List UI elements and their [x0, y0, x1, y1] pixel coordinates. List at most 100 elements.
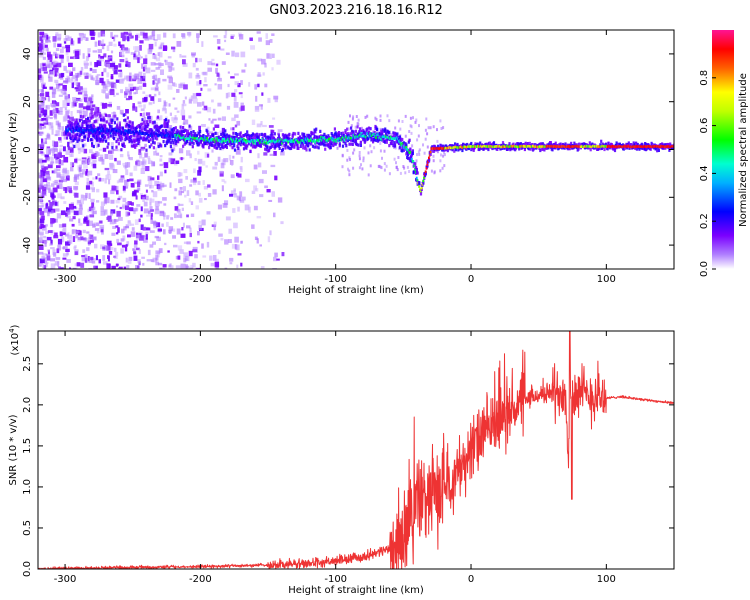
spectrogram-ridge-cell — [275, 140, 278, 144]
colorbar-ticks: 0.00.20.40.60.8 — [699, 70, 716, 277]
spectrogram-noise-cell — [168, 66, 172, 72]
spectrogram-noise-cell — [141, 63, 144, 69]
spectrogram-noise-cell — [213, 255, 217, 261]
spectrogram-halo-cell — [108, 122, 111, 126]
spectrogram-noise-cell — [219, 171, 224, 177]
spectrogram-noise-cell — [60, 232, 65, 236]
spectrogram-noise-cell — [134, 73, 139, 80]
spectrogram-noise-cell — [221, 61, 226, 65]
spectrogram-noise-cell — [88, 260, 93, 263]
spectrogram-halo-cell — [177, 140, 180, 144]
spectrogram-noise-cell — [172, 235, 176, 239]
spectrogram-noise-cell — [154, 122, 158, 126]
spectrogram-noise-cell — [223, 180, 227, 184]
spectrogram-halo-cell — [538, 146, 541, 150]
spectrogram-noise-cell — [78, 207, 83, 211]
spectrogram-noise-cell — [123, 179, 127, 183]
spectrogram-halo-cell — [147, 130, 151, 134]
spectrogram-halo-cell — [96, 133, 99, 137]
spectrogram-halo-cell — [268, 136, 271, 140]
spectrogram-ridge-cell — [547, 145, 550, 148]
spectrogram-ridge-cell — [429, 150, 432, 154]
spectrogram-halo-cell — [312, 137, 315, 141]
spectrogram-halo-cell — [392, 131, 395, 135]
spectrogram-halo-cell — [116, 117, 119, 121]
spectrogram-noise-cell — [220, 162, 225, 169]
spectrogram-noise-cell — [40, 196, 43, 202]
spectrogram-halo-cell — [229, 135, 233, 139]
spectrogram-noise-cell — [116, 205, 119, 208]
spectrogram-noise-cell — [173, 83, 177, 87]
spectrogram-noise-cell — [230, 127, 234, 131]
spectrogram-noise-cell — [82, 94, 85, 100]
spectrogram-noise-cell — [145, 67, 151, 74]
spectrogram-noise-cell — [74, 173, 80, 180]
spectrogram-noise-cell — [87, 256, 90, 262]
spectrogram-noise-cell — [59, 107, 63, 112]
spectrogram-noise-cell — [280, 221, 284, 225]
spectrogram-noise-cell — [59, 144, 63, 148]
spectrogram-halo-cell — [415, 167, 418, 172]
spectrogram-noise-cell — [184, 194, 187, 198]
spectrogram-noise-cell — [59, 174, 65, 179]
spectrogram-noise-cell — [142, 159, 147, 163]
spectrogram-halo-cell — [128, 140, 131, 144]
spectrogram-noise-cell — [443, 153, 446, 157]
spectrogram-noise-cell — [83, 219, 87, 222]
spectrogram-halo-cell — [189, 142, 192, 146]
spectrogram-halo-cell — [156, 115, 159, 119]
spectrogram-noise-cell — [41, 268, 47, 269]
spectrogram-noise-cell — [61, 131, 65, 137]
spectrogram-noise-cell — [179, 249, 184, 254]
spectrogram-noise-cell — [66, 174, 70, 179]
spectrogram-noise-cell — [260, 121, 263, 126]
spectrogram-noise-cell — [69, 267, 72, 269]
spectrogram-noise-cell — [87, 48, 91, 53]
spectrogram-noise-cell — [86, 73, 92, 78]
spectrogram-halo-cell — [363, 140, 366, 144]
spectrogram-noise-cell — [224, 39, 227, 43]
spectrogram-noise-cell — [63, 156, 69, 163]
spectrogram-halo-cell — [192, 130, 195, 134]
spectrogram-halo-cell — [244, 142, 247, 146]
spectrogram-halo-cell — [607, 141, 610, 145]
spectrogram-noise-cell — [43, 225, 46, 228]
spectrogram-noise-cell — [137, 78, 142, 84]
spectrogram-halo-cell — [101, 118, 104, 122]
spectrogram-halo-cell — [228, 135, 231, 139]
spectrogram-halo-cell — [129, 120, 132, 124]
spectrogram-noise-cell — [145, 231, 149, 235]
spectrogram-halo-cell — [208, 146, 211, 150]
spectrogram-ridge-cell — [415, 176, 418, 180]
spectrogram-halo-cell — [206, 142, 209, 146]
spectrogram-noise-cell — [40, 177, 43, 183]
spectrogram-noise-cell — [350, 124, 353, 128]
spectrogram-halo-cell — [65, 136, 69, 140]
spectrogram-noise-cell — [150, 214, 153, 220]
spectrogram-noise-cell — [60, 57, 64, 64]
spectrogram-noise-cell — [346, 158, 349, 162]
spectrogram-noise-cell — [429, 126, 432, 130]
spectrogram-noise-cell — [163, 162, 169, 169]
spectrogram-halo-cell — [109, 134, 112, 138]
spectrogram-noise-cell — [418, 148, 421, 152]
snr-multiplier-close: ) — [10, 324, 21, 328]
spectrogram-noise-cell — [76, 158, 82, 161]
spectrogram-noise-cell — [81, 157, 87, 160]
spectrogram-noise-cell — [155, 254, 159, 261]
spectrogram-ridge-cell — [419, 189, 422, 193]
spectrogram-noise-cell — [186, 241, 191, 245]
spectrogram-halo-cell — [138, 138, 141, 142]
spectrogram-noise-cell — [95, 81, 99, 86]
spectrogram-halo-cell — [373, 138, 376, 142]
spectrogram-halo-cell — [307, 144, 310, 148]
spectrogram-noise-cell — [183, 119, 189, 125]
spectrogram-y-label: Frequency (Hz) — [8, 112, 19, 188]
spectrogram-noise-cell — [82, 87, 88, 93]
spectrogram-noise-cell — [149, 198, 155, 203]
spectrogram-halo-cell — [105, 127, 108, 131]
spectrogram-noise-cell — [123, 226, 127, 231]
spectrogram-noise-cell — [41, 103, 45, 109]
spectrogram-noise-cell — [110, 211, 114, 216]
spectrogram-noise-cell — [56, 62, 62, 68]
